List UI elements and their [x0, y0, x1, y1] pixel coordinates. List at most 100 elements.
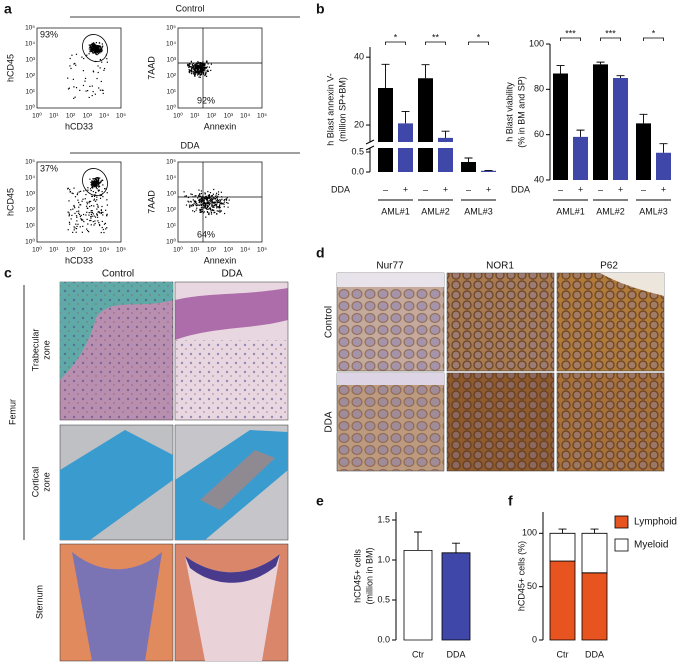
event-dot — [84, 80, 86, 82]
event-dot — [72, 78, 74, 80]
event-dot — [95, 177, 97, 179]
event-dot — [199, 208, 201, 211]
event-dot — [200, 209, 202, 211]
event-dot — [101, 89, 103, 91]
event-dot — [194, 71, 196, 73]
x-tick-label: 10³ — [224, 113, 234, 120]
event-dot — [200, 71, 202, 73]
event-dot — [216, 210, 218, 212]
event-dot — [219, 207, 221, 209]
event-dot — [93, 180, 95, 183]
x-tick-label: AML#1 — [381, 206, 410, 216]
event-dot — [207, 70, 209, 72]
texture — [337, 273, 444, 371]
event-dot — [94, 49, 96, 51]
event-dot — [194, 73, 197, 75]
event-dot — [198, 201, 200, 204]
event-dot — [74, 227, 76, 229]
tissue-region — [185, 554, 280, 661]
event-dot — [188, 68, 190, 71]
event-dot — [204, 75, 206, 77]
event-dot — [208, 204, 210, 206]
event-dot — [223, 201, 226, 203]
gate-percent: 93% — [40, 29, 58, 39]
event-dot — [106, 214, 108, 216]
event-dot — [67, 188, 69, 190]
event-dot — [90, 216, 92, 218]
event-dot — [193, 203, 195, 205]
event-dot — [99, 51, 101, 53]
y-tick-label: 1.5 — [377, 514, 390, 524]
event-dot — [226, 201, 228, 204]
event-dot — [196, 71, 198, 74]
y-tick-label: 10⁵ — [166, 25, 176, 32]
event-dot — [82, 70, 85, 72]
event-dot — [80, 214, 82, 217]
event-dot — [89, 85, 91, 88]
event-dot — [94, 48, 96, 50]
event-dot — [96, 208, 98, 210]
event-dot — [198, 194, 200, 196]
event-dot — [97, 220, 99, 222]
event-dot — [82, 213, 85, 216]
event-dot — [98, 44, 100, 47]
y-tick-label: 10³ — [26, 191, 36, 198]
event-dot — [199, 70, 201, 72]
event-dot — [207, 63, 209, 65]
x-axis-label: Annexin — [204, 121, 237, 131]
event-dot — [220, 202, 222, 204]
histology-panel: Control DDA Trabecular zone Cortical zon… — [7, 269, 289, 662]
error-bar — [414, 531, 422, 551]
event-dot — [195, 69, 197, 72]
event-dot — [91, 49, 93, 51]
row-label: zone — [41, 340, 51, 360]
event-dot — [207, 198, 209, 200]
event-dot — [213, 188, 215, 191]
event-dot — [203, 205, 205, 207]
event-dot — [102, 228, 104, 231]
event-dot — [194, 75, 196, 77]
event-dot — [201, 210, 203, 212]
treatment-sign: + — [618, 184, 623, 194]
event-dot — [95, 186, 97, 188]
event-dot — [105, 228, 107, 230]
event-dot — [199, 63, 201, 65]
event-dot — [96, 196, 98, 198]
event-dot — [82, 84, 85, 87]
event-dot — [105, 209, 107, 211]
event-dot — [70, 67, 72, 70]
event-dot — [78, 210, 80, 212]
event-dot — [193, 69, 195, 72]
event-dot — [73, 86, 75, 88]
event-dot — [190, 66, 192, 68]
event-dot — [93, 186, 96, 188]
x-axis-label: Annexin — [204, 255, 237, 265]
event-dot — [192, 62, 194, 64]
event-dot — [96, 199, 98, 201]
texture — [175, 340, 288, 420]
event-dot — [210, 202, 212, 204]
x-tick-label: 10² — [66, 113, 76, 120]
event-dot — [188, 204, 191, 206]
event-dot — [200, 68, 202, 70]
event-dot — [201, 199, 203, 201]
event-dot — [98, 185, 101, 188]
legend-swatch — [614, 515, 629, 529]
x-tick-label: 10⁵ — [257, 113, 267, 120]
significance-bracket — [468, 41, 489, 45]
event-dot — [210, 197, 212, 199]
tissue-region — [60, 430, 173, 540]
bar-segment — [549, 560, 576, 641]
event-dot — [92, 184, 94, 186]
error-bar — [590, 528, 599, 534]
y-tick-label: 10⁵ — [25, 159, 35, 166]
event-dot — [194, 65, 196, 67]
event-dot — [94, 178, 96, 180]
event-dot — [217, 210, 220, 212]
event-dot — [75, 53, 78, 55]
event-dot — [205, 66, 208, 69]
y-axis-label: (million SP+BM) — [337, 77, 347, 142]
event-dot — [104, 222, 107, 224]
event-dot — [102, 214, 104, 216]
x-tick-label: 10³ — [83, 113, 93, 120]
